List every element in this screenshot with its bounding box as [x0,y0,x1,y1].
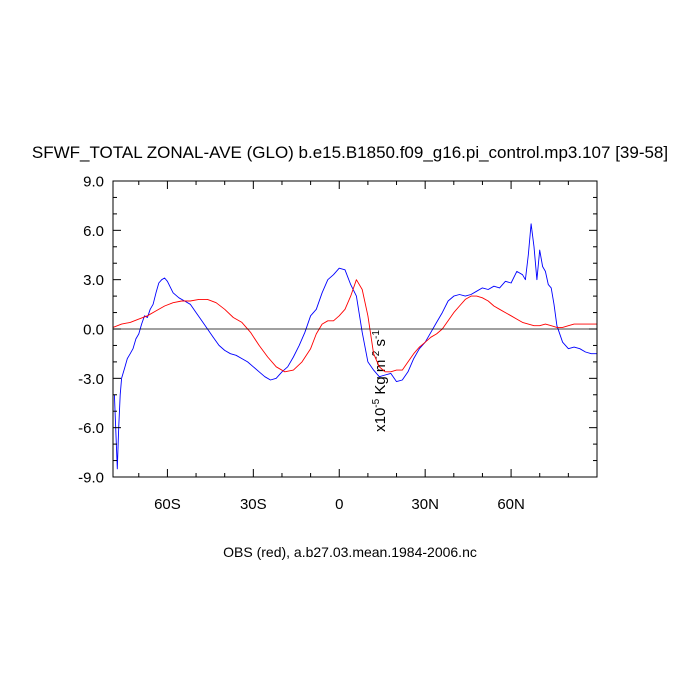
x-axis-label: OBS (red), a.b27.03.mean.1984-2006.nc [223,544,477,560]
y-label-unit-b: s [372,339,389,351]
ticks-layer: -9.0 -6.0 -3.0 0.0 3.0 6.0 9.0 60S 30S 0 30N 60N [78,174,597,513]
y-label-exp2: -2 [371,350,382,359]
plot-frame [112,180,598,478]
y-label-prefix: x10 [372,408,389,432]
x-tick-label: 30N [411,496,439,513]
y-label-exp1: -5 [371,398,382,407]
x-tick-label: 30S [240,496,267,513]
y-axis-label: x10-5 Kg m-2 s-1 [371,330,389,432]
y-tick-label: -3.0 [78,371,104,388]
x-tick-label: 0 [335,496,343,513]
y-tick-label: 0.0 [83,322,104,339]
chart-title: SFWF_TOTAL ZONAL-AVE (GLO) b.e15.B1850.f… [32,143,668,162]
y-tick-label: -6.0 [78,420,104,437]
series-line-2 [112,279,597,373]
y-tick-label: 3.0 [83,272,104,289]
y-tick-label: -9.0 [78,470,104,487]
series-line-1 [113,223,597,470]
x-tick-label: 60S [154,496,181,513]
y-label-unit-a: Kg m [372,360,389,399]
y-tick-label: 6.0 [83,223,104,240]
y-label-exp3: -1 [371,330,382,339]
series-layer [112,223,597,470]
y-tick-label: 9.0 [83,174,104,191]
x-tick-label: 60N [497,496,525,513]
